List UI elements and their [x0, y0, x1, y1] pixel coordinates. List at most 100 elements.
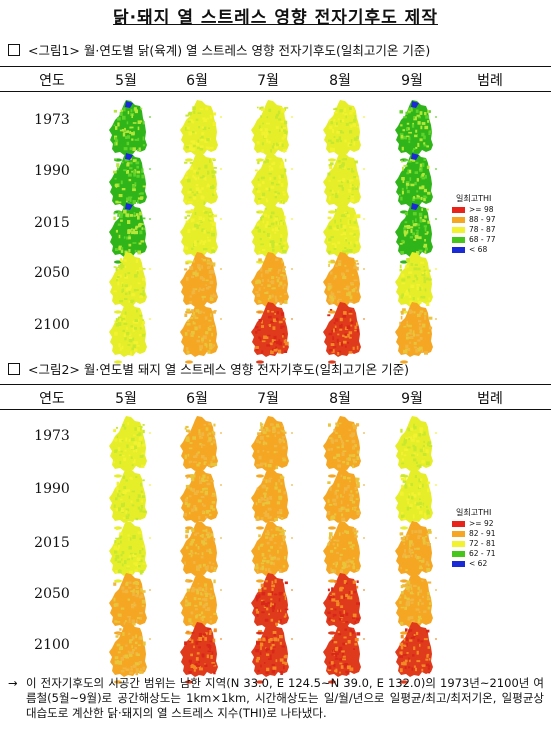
climate-map-2100-7 — [242, 300, 294, 364]
legend-item-label: 62 - 71 — [469, 549, 496, 558]
month-column-header: 9월 — [401, 73, 423, 89]
checkbox-square-icon — [8, 44, 20, 56]
year-label: 2100 — [34, 637, 70, 653]
legend-swatch — [452, 531, 465, 537]
legend-item-label: 88 - 97 — [469, 215, 496, 224]
figure2-legend: 일최고THI >= 92 82 - 91 72 - 81 62 - 71 < 62 — [452, 508, 496, 569]
climate-map-1990-5 — [100, 150, 152, 214]
climate-map-2050-8 — [314, 571, 366, 635]
climate-map-1973-7 — [242, 98, 294, 162]
year-label: 1973 — [34, 112, 70, 128]
legend-item-label: < 68 — [469, 245, 488, 254]
climate-map-1990-7 — [242, 466, 294, 530]
legend-column-header: 범례 — [477, 391, 503, 407]
climate-map-2100-6 — [171, 300, 223, 364]
legend-item: 62 - 71 — [452, 549, 496, 559]
legend-swatch — [452, 551, 465, 557]
year-column-header: 연도 — [39, 391, 65, 407]
legend-item: >= 98 — [452, 205, 496, 215]
climate-map-1973-5 — [100, 414, 152, 478]
year-label: 1990 — [34, 163, 70, 179]
climate-map-2100-5 — [100, 300, 152, 364]
climate-map-2015-5 — [100, 519, 152, 583]
year-label: 2050 — [34, 265, 70, 281]
legend-swatch — [452, 247, 465, 253]
legend-item: 88 - 97 — [452, 215, 496, 225]
climate-map-2015-7 — [242, 200, 294, 264]
legend-swatch — [452, 207, 465, 213]
climate-map-2015-9 — [386, 200, 438, 264]
figure2-title: <그림2> 월·연도별 돼지 열 스트레스 영향 전자기후도(일최고기온 기준) — [8, 359, 409, 378]
climate-map-2050-9 — [386, 571, 438, 635]
year-label: 2015 — [34, 215, 70, 231]
legend-item-label: >= 98 — [469, 205, 494, 214]
legend-swatch — [452, 541, 465, 547]
legend-item-label: 68 - 77 — [469, 235, 496, 244]
legend-swatch — [452, 237, 465, 243]
climate-map-2050-8 — [314, 250, 366, 314]
climate-map-1990-6 — [171, 466, 223, 530]
figure1-title: <그림1> 월·연도별 닭(육계) 열 스트레스 영향 전자기후도(일최고기온 … — [8, 40, 430, 59]
month-column-header: 8월 — [329, 73, 351, 89]
month-column-header: 7월 — [257, 391, 279, 407]
climate-map-2050-6 — [171, 571, 223, 635]
legend-item: 78 - 87 — [452, 225, 496, 235]
climate-map-2100-8 — [314, 620, 366, 684]
climate-map-2100-9 — [386, 300, 438, 364]
figure1-legend: 일최고THI >= 98 88 - 97 78 - 87 68 - 77 < 68 — [452, 194, 496, 255]
month-column-header: 9월 — [401, 391, 423, 407]
climate-map-2050-5 — [100, 250, 152, 314]
page-title: 닭·돼지 열 스트레스 영향 전자기후도 제작 — [113, 8, 438, 28]
climate-map-1973-8 — [314, 98, 366, 162]
legend-title: 일최고THI — [456, 194, 492, 203]
climate-map-2015-6 — [171, 519, 223, 583]
legend-swatch — [452, 227, 465, 233]
figure1-header-row: 연도 5월 6월 7월 8월 9월 범례 — [0, 66, 551, 92]
climate-map-2100-5 — [100, 620, 152, 684]
climate-map-1973-7 — [242, 414, 294, 478]
month-column-header: 7월 — [257, 73, 279, 89]
figure2-header-row: 연도 5월 6월 7월 8월 9월 범례 — [0, 384, 551, 410]
footnote: → 이 전자기후도의 시공간 범위는 남한 지역(N 33.0, E 124.5… — [8, 676, 544, 721]
climate-map-1990-5 — [100, 466, 152, 530]
climate-map-2100-7 — [242, 620, 294, 684]
climate-map-1973-6 — [171, 98, 223, 162]
climate-map-1973-8 — [314, 414, 366, 478]
arrow-icon: → — [8, 676, 18, 690]
legend-swatch — [452, 521, 465, 527]
climate-map-1990-8 — [314, 150, 366, 214]
legend-column-header: 범례 — [477, 73, 503, 89]
legend-item: >= 92 — [452, 519, 496, 529]
legend-item: 68 - 77 — [452, 235, 496, 245]
legend-item-label: 78 - 87 — [469, 225, 496, 234]
climate-map-1973-9 — [386, 98, 438, 162]
climate-map-1990-9 — [386, 466, 438, 530]
climate-map-1973-5 — [100, 98, 152, 162]
month-column-header: 6월 — [186, 73, 208, 89]
legend-item-label: 72 - 81 — [469, 539, 496, 548]
month-column-header: 6월 — [186, 391, 208, 407]
climate-map-2015-9 — [386, 519, 438, 583]
climate-map-2100-6 — [171, 620, 223, 684]
climate-map-2015-8 — [314, 519, 366, 583]
year-label: 2050 — [34, 586, 70, 602]
climate-map-2050-7 — [242, 571, 294, 635]
legend-item-label: >= 92 — [469, 519, 494, 528]
year-label: 2100 — [34, 317, 70, 333]
month-column-header: 5월 — [115, 73, 137, 89]
legend-item-label: 82 - 91 — [469, 529, 496, 538]
legend-swatch — [452, 217, 465, 223]
climate-map-1990-9 — [386, 150, 438, 214]
climate-map-2015-7 — [242, 519, 294, 583]
climate-map-2100-9 — [386, 620, 438, 684]
legend-item-label: < 62 — [469, 559, 488, 568]
climate-map-2015-6 — [171, 200, 223, 264]
climate-map-1990-8 — [314, 466, 366, 530]
year-label: 2015 — [34, 535, 70, 551]
climate-map-2015-8 — [314, 200, 366, 264]
climate-map-1973-6 — [171, 414, 223, 478]
year-label: 1973 — [34, 428, 70, 444]
legend-item: 82 - 91 — [452, 529, 496, 539]
legend-title: 일최고THI — [456, 508, 492, 517]
climate-map-1990-6 — [171, 150, 223, 214]
